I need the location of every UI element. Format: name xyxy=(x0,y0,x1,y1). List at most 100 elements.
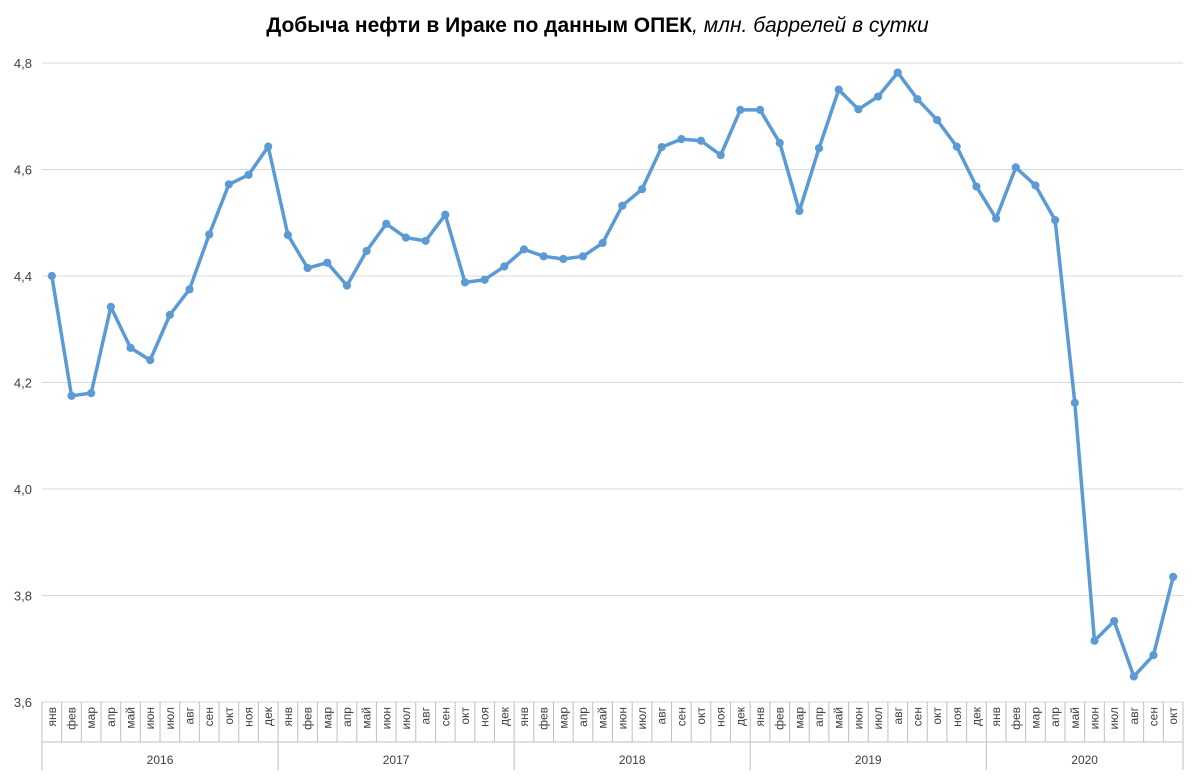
data-point xyxy=(559,254,568,264)
data-point xyxy=(854,105,863,114)
month-label: июн xyxy=(851,707,865,729)
data-point xyxy=(1149,651,1158,660)
data-point xyxy=(834,85,843,94)
month-label: мар xyxy=(792,707,806,729)
chart-title-main: Добыча нефти в Ираке по данным ОПЕК xyxy=(266,14,693,37)
month-label: июн xyxy=(143,707,157,729)
month-label: май xyxy=(124,707,138,729)
month-label: янв xyxy=(517,707,531,727)
y-tick-label: 3,8 xyxy=(14,589,32,604)
y-tick-label: 4,8 xyxy=(14,56,32,71)
data-point xyxy=(952,142,961,151)
year-label: 2018 xyxy=(619,753,646,767)
data-point xyxy=(283,230,293,240)
data-point xyxy=(421,236,430,245)
data-point xyxy=(932,115,942,125)
month-label: фев xyxy=(301,707,315,730)
month-label: сен xyxy=(674,707,688,726)
data-point xyxy=(972,182,981,191)
month-label: июн xyxy=(1087,707,1101,729)
month-label: июл xyxy=(871,707,885,729)
month-label: сен xyxy=(438,707,452,726)
series-line xyxy=(50,70,1175,679)
data-point xyxy=(185,285,194,294)
month-label: мар xyxy=(320,707,334,729)
data-point xyxy=(539,252,548,261)
month-label: июл xyxy=(635,707,649,729)
month-label: сен xyxy=(1146,707,1160,726)
month-label: ноя xyxy=(950,707,964,727)
month-label: фев xyxy=(1009,707,1023,730)
data-point xyxy=(224,180,233,189)
month-label: авг xyxy=(419,706,433,724)
data-point xyxy=(578,252,588,261)
month-label: июл xyxy=(163,707,177,729)
data-point xyxy=(873,92,883,101)
chart-title-unit: , млн. баррелей в сутки xyxy=(692,14,929,37)
data-point xyxy=(755,105,765,114)
data-point xyxy=(303,263,312,273)
month-label: окт xyxy=(694,707,708,725)
month-label: авг xyxy=(1127,706,1141,724)
month-label: май xyxy=(360,707,374,729)
data-point xyxy=(775,138,784,147)
data-point xyxy=(1129,672,1138,681)
data-point xyxy=(342,281,352,290)
month-label: апр xyxy=(340,707,354,727)
data-point xyxy=(441,210,450,219)
month-label: сен xyxy=(910,707,924,726)
data-point xyxy=(126,343,135,352)
month-label: янв xyxy=(281,707,295,727)
month-label: янв xyxy=(989,707,1003,727)
data-point xyxy=(696,136,706,145)
year-label: 2020 xyxy=(1071,753,1098,767)
data-point xyxy=(893,68,902,77)
data-point xyxy=(519,245,529,254)
data-point xyxy=(657,143,666,152)
y-tick-label: 4,2 xyxy=(14,376,32,391)
month-label: май xyxy=(1068,707,1082,729)
data-point xyxy=(47,271,56,281)
data-point xyxy=(1011,163,1020,172)
year-label: 2019 xyxy=(855,753,882,767)
month-label: апр xyxy=(1048,707,1062,727)
month-label: авг xyxy=(183,706,197,724)
data-point xyxy=(205,230,214,239)
month-label: фев xyxy=(773,707,787,730)
month-label: дек xyxy=(261,706,275,726)
data-point xyxy=(1070,398,1079,407)
month-label: июл xyxy=(1107,707,1121,729)
month-label: май xyxy=(596,707,610,729)
month-label: мар xyxy=(1028,707,1042,729)
data-point xyxy=(87,389,96,398)
month-label: окт xyxy=(222,707,236,725)
month-label: июн xyxy=(379,707,393,729)
month-label: май xyxy=(832,707,846,729)
month-label: ноя xyxy=(714,707,728,727)
data-point xyxy=(480,275,489,284)
data-point xyxy=(165,310,174,319)
y-tick-label: 4,6 xyxy=(14,163,32,178)
month-label: ноя xyxy=(478,707,492,727)
data-point xyxy=(244,170,253,179)
data-point xyxy=(1051,215,1060,225)
month-label: июн xyxy=(615,707,629,729)
month-label: янв xyxy=(45,707,59,727)
month-label: окт xyxy=(1166,707,1180,725)
data-point xyxy=(618,201,627,210)
data-point xyxy=(1169,572,1178,581)
month-label: апр xyxy=(104,707,118,727)
data-point xyxy=(106,302,115,311)
month-label: ноя xyxy=(242,707,256,727)
y-tick-label: 4,4 xyxy=(14,269,32,284)
data-point xyxy=(598,238,607,248)
data-point xyxy=(323,258,332,267)
month-label: фев xyxy=(65,707,79,730)
data-point xyxy=(736,105,745,114)
year-label: 2016 xyxy=(147,753,174,767)
month-label: мар xyxy=(84,707,98,729)
data-point xyxy=(460,278,470,287)
month-label: сен xyxy=(202,707,216,726)
data-point xyxy=(913,95,922,104)
